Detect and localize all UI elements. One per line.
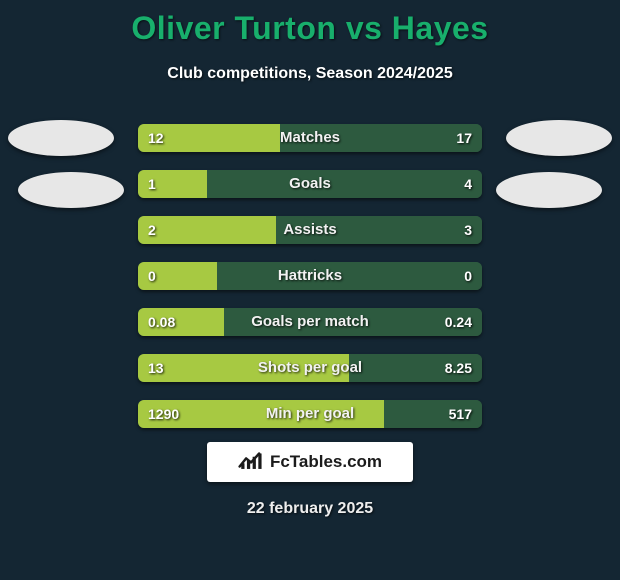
stat-row: Hattricks00 [138,262,482,290]
stat-bar-left [138,400,384,428]
date-label: 22 february 2025 [0,500,620,518]
stat-bar-left [138,216,276,244]
stat-bar-right [217,262,482,290]
stat-bar-left [138,170,207,198]
stat-row: Goals per match0.080.24 [138,308,482,336]
stat-row: Min per goal1290517 [138,400,482,428]
comparison-chart: Matches1217 Goals14 Assists23 Hattricks00 Go… [138,124,482,446]
stat-bar-left [138,308,224,336]
stat-bar-right [276,216,482,244]
avatar-player-right-1 [506,120,612,156]
avatar-player-left-2 [18,172,124,208]
stat-row: Assists23 [138,216,482,244]
stat-row: Goals14 [138,170,482,198]
brand-label: FcTables.com [270,452,382,472]
page-subtitle: Club competitions, Season 2024/2025 [0,65,620,83]
stat-row: Shots per goal138.25 [138,354,482,382]
stat-bar-right [207,170,482,198]
stat-bar-left [138,262,217,290]
avatar-player-right-2 [496,172,602,208]
stat-bar-left [138,354,349,382]
stat-bar-right [349,354,482,382]
stat-row: Matches1217 [138,124,482,152]
avatar-player-left-1 [8,120,114,156]
page-title: Oliver Turton vs Hayes [0,0,620,47]
brand-badge: FcTables.com [207,442,413,482]
stat-bar-right [384,400,482,428]
stat-bar-right [224,308,482,336]
stat-bar-right [280,124,482,152]
stat-bar-left [138,124,280,152]
chart-icon [238,449,264,476]
